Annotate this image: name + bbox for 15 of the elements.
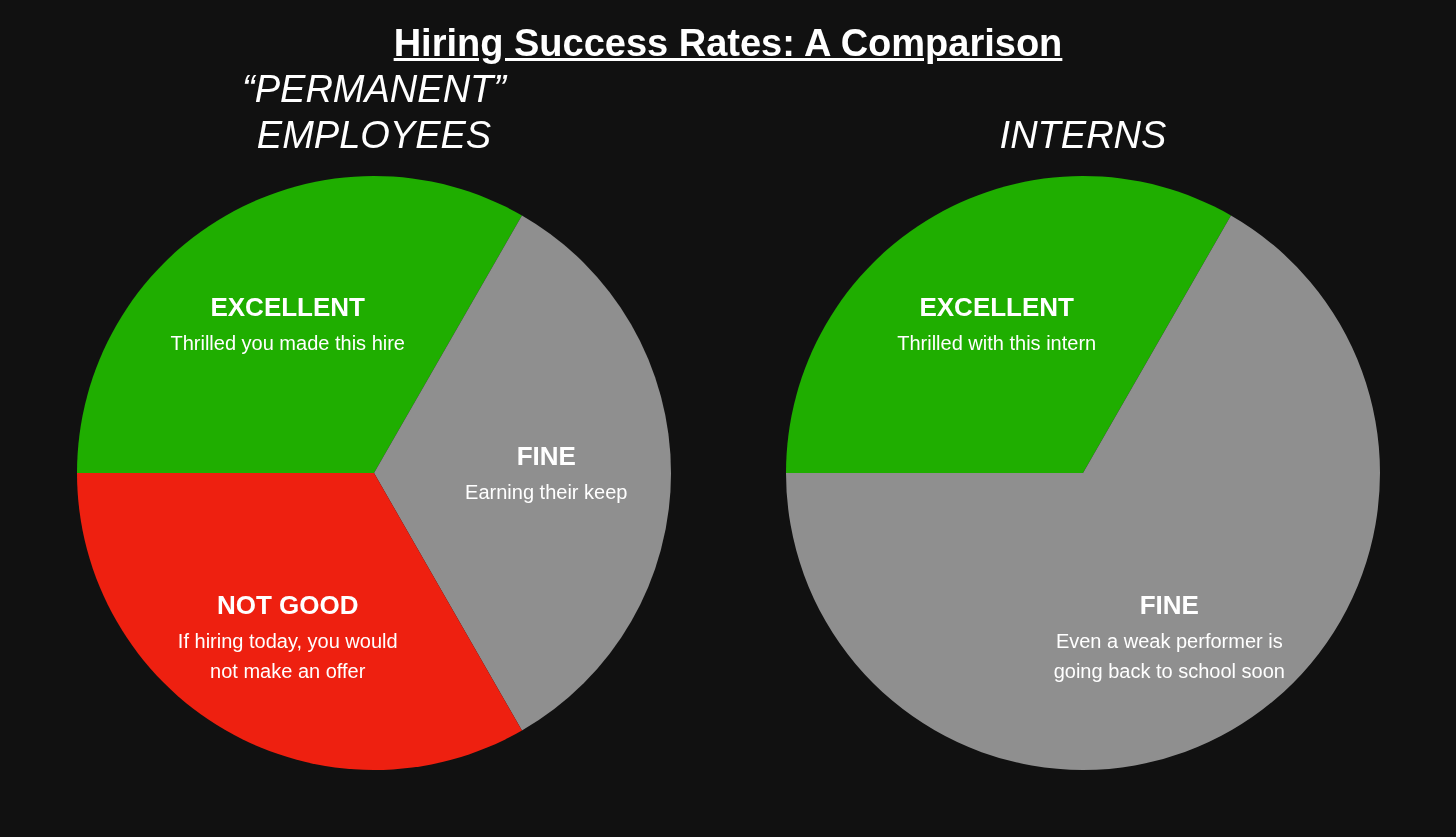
slice-label: NOT GOOD [216,590,359,621]
pie-slice [786,176,1231,473]
text: Thrilled you made this hire [170,331,405,354]
slice-label: EXCELLENT [919,291,1075,322]
chart-title: “PERMANENT” EMPLOYEES [242,68,509,156]
text: Thrilled with this intern [897,331,1097,354]
pie-slice [786,215,1380,770]
text: Earning their keep [465,481,628,503]
text: Even a weak performer is going back to school soon [1053,630,1285,683]
text: Hiring Success Rates: A Comparison [393,22,1063,64]
slice-label: FINE [516,441,576,471]
slice-label: EXCELLENT [210,291,366,322]
chart-title: INTERNS [999,114,1167,156]
slice-label: FINE [1139,590,1199,621]
text: If hiring today, you would not make an offer [177,630,398,683]
